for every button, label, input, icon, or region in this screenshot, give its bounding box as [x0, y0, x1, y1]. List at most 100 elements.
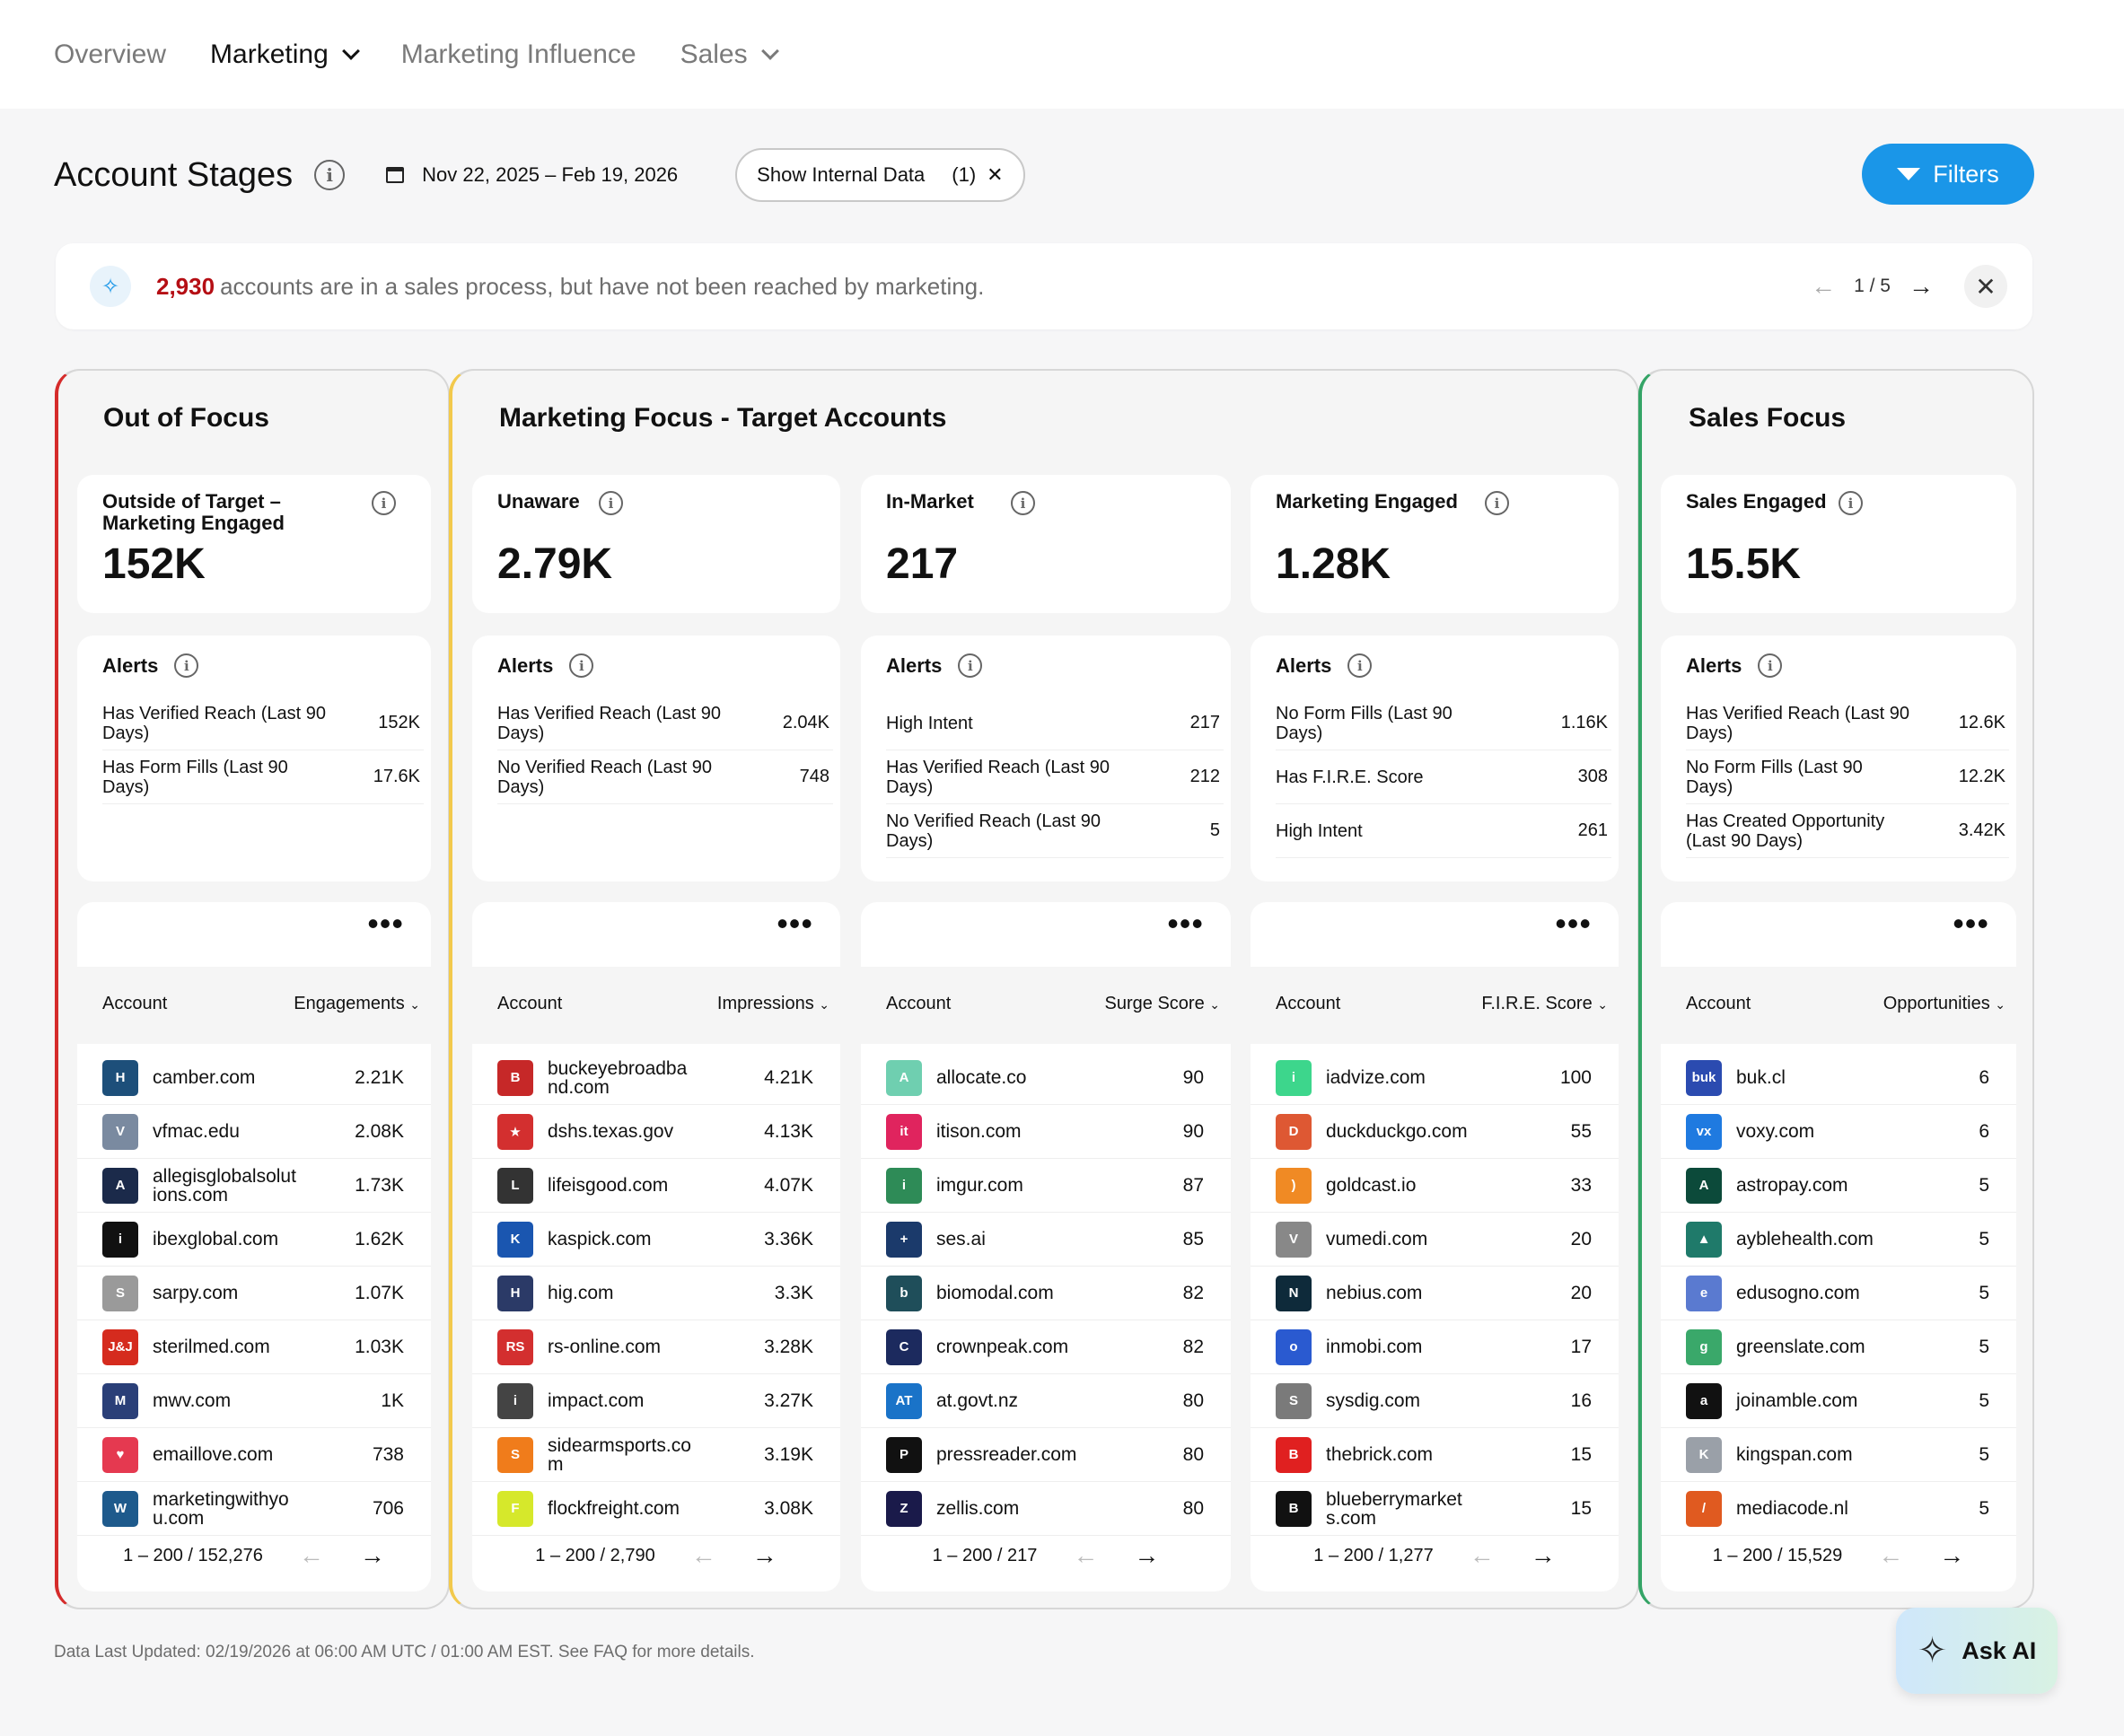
info-icon[interactable]: i [1758, 653, 1783, 678]
arrow-right-icon[interactable]: → [1909, 272, 1934, 300]
column-header-metric[interactable]: Impressions ⌄ [717, 994, 829, 1014]
table-row[interactable]: V vfmac.edu 2.08K [77, 1105, 431, 1159]
alert-row[interactable]: Has Verified Reach (Last 90 Days) 212 [886, 750, 1224, 804]
arrow-right-icon[interactable]: → [1939, 1541, 1965, 1569]
column-header-metric[interactable]: Opportunities ⌄ [1883, 994, 2006, 1014]
arrow-left-icon[interactable]: ← [1811, 272, 1837, 300]
info-icon[interactable]: i [174, 653, 199, 678]
account-name[interactable]: biomodal.com [936, 1283, 1054, 1303]
more-options-icon[interactable]: ••• [1555, 905, 1592, 942]
account-name[interactable]: kingspan.com [1736, 1444, 1853, 1465]
account-name[interactable]: emaillove.com [153, 1444, 274, 1465]
table-row[interactable]: it itison.com 90 [861, 1105, 1231, 1159]
account-name[interactable]: imgur.com [936, 1175, 1023, 1196]
info-icon[interactable]: i [1485, 491, 1509, 515]
metric-card[interactable]: In-Market i 217 [861, 475, 1231, 613]
account-name[interactable]: mediacode.nl [1736, 1498, 1848, 1519]
alert-row[interactable]: Has Verified Reach (Last 90 Days) 2.04K [497, 697, 833, 750]
table-row[interactable]: o inmobi.com 17 [1251, 1320, 1619, 1374]
account-name[interactable]: vfmac.edu [153, 1121, 240, 1142]
arrow-left-icon[interactable]: ← [1878, 1541, 1904, 1569]
account-name[interactable]: astropay.com [1736, 1175, 1848, 1196]
table-row[interactable]: buk buk.cl 6 [1661, 1051, 2016, 1105]
account-name[interactable]: buckeyebroadband.com [548, 1057, 688, 1098]
account-name[interactable]: ses.ai [936, 1229, 986, 1249]
table-row[interactable]: C crownpeak.com 82 [861, 1320, 1231, 1374]
account-name[interactable]: greenslate.com [1736, 1337, 1865, 1357]
account-name[interactable]: thebrick.com [1326, 1444, 1434, 1465]
account-name[interactable]: vumedi.com [1326, 1229, 1428, 1249]
account-name[interactable]: iadvize.com [1326, 1067, 1426, 1088]
table-row[interactable]: H camber.com 2.21K [77, 1051, 431, 1105]
account-name[interactable]: edusogno.com [1736, 1283, 1860, 1303]
arrow-left-icon[interactable]: ← [1073, 1541, 1099, 1569]
column-header-metric[interactable]: Surge Score ⌄ [1105, 994, 1220, 1014]
account-name[interactable]: pressreader.com [936, 1444, 1077, 1465]
table-row[interactable]: i ibexglobal.com 1.62K [77, 1213, 431, 1267]
account-name[interactable]: blueberrymarkets.com [1326, 1488, 1462, 1529]
tab-marketing-influence[interactable]: Marketing Influence [401, 39, 636, 70]
table-row[interactable]: AT at.govt.nz 80 [861, 1374, 1231, 1428]
table-row[interactable]: ▲ ayblehealth.com 5 [1661, 1213, 2016, 1267]
account-name[interactable]: inmobi.com [1326, 1337, 1423, 1357]
table-row[interactable]: B blueberrymarkets.com 15 [1251, 1482, 1619, 1536]
account-name[interactable]: allegisglobalsolutions.com [153, 1165, 296, 1206]
account-name[interactable]: sterilmed.com [153, 1337, 270, 1357]
tab-overview[interactable]: Overview [54, 39, 166, 70]
metric-card[interactable]: Unaware i 2.79K [472, 475, 840, 613]
account-name[interactable]: lifeisgood.com [548, 1175, 669, 1196]
table-row[interactable]: B buckeyebroadband.com 4.21K [472, 1051, 840, 1105]
arrow-left-icon[interactable]: ← [298, 1541, 324, 1569]
table-row[interactable]: L lifeisgood.com 4.07K [472, 1159, 840, 1213]
table-row[interactable]: A allegisglobalsolutions.com 1.73K [77, 1159, 431, 1213]
info-icon[interactable]: i [569, 653, 594, 678]
account-name[interactable]: goldcast.io [1326, 1175, 1417, 1196]
account-name[interactable]: at.govt.nz [936, 1390, 1019, 1411]
info-icon[interactable]: i [372, 491, 396, 515]
account-name[interactable]: voxy.com [1736, 1121, 1815, 1142]
more-options-icon[interactable]: ••• [777, 905, 813, 942]
arrow-right-icon[interactable]: → [751, 1541, 777, 1569]
table-row[interactable]: P pressreader.com 80 [861, 1428, 1231, 1482]
account-name[interactable]: allocate.co [936, 1067, 1027, 1088]
table-row[interactable]: i impact.com 3.27K [472, 1374, 840, 1428]
alert-row[interactable]: Has Verified Reach (Last 90 Days) 12.6K [1686, 697, 2009, 750]
table-row[interactable]: N nebius.com 20 [1251, 1267, 1619, 1320]
info-icon[interactable]: i [1011, 491, 1035, 515]
account-name[interactable]: itison.com [936, 1121, 1022, 1142]
info-icon[interactable]: i [958, 653, 983, 678]
info-icon[interactable]: i [1839, 491, 1863, 515]
date-range-picker[interactable]: Nov 22, 2025 – Feb 19, 2026 [386, 163, 678, 187]
account-name[interactable]: dshs.texas.gov [548, 1121, 674, 1142]
table-row[interactable]: J&J sterilmed.com 1.03K [77, 1320, 431, 1374]
account-name[interactable]: sysdig.com [1326, 1390, 1421, 1411]
tab-sales[interactable]: Sales [680, 39, 779, 70]
alert-row[interactable]: High Intent 217 [886, 697, 1224, 750]
metric-card[interactable]: Outside of Target – Marketing Engaged i … [77, 475, 431, 613]
ask-ai-button[interactable]: ✧ Ask AI [1896, 1608, 2058, 1694]
arrow-right-icon[interactable]: → [1530, 1541, 1556, 1569]
account-name[interactable]: joinamble.com [1736, 1390, 1858, 1411]
account-name[interactable]: sarpy.com [153, 1283, 239, 1303]
tab-marketing[interactable]: Marketing [210, 39, 360, 70]
table-row[interactable]: K kingspan.com 5 [1661, 1428, 2016, 1482]
info-icon[interactable]: i [599, 491, 623, 515]
table-row[interactable]: ) goldcast.io 33 [1251, 1159, 1619, 1213]
arrow-left-icon[interactable]: ← [690, 1541, 716, 1569]
table-row[interactable]: A allocate.co 90 [861, 1051, 1231, 1105]
alert-row[interactable]: Has Created Opportunity (Last 90 Days) 3… [1686, 804, 2009, 858]
metric-card[interactable]: Marketing Engaged i 1.28K [1251, 475, 1619, 613]
alert-row[interactable]: Has F.I.R.E. Score 308 [1276, 750, 1611, 804]
table-row[interactable]: H hig.com 3.3K [472, 1267, 840, 1320]
table-row[interactable]: Z zellis.com 80 [861, 1482, 1231, 1536]
metric-card[interactable]: Sales Engaged i 15.5K [1661, 475, 2016, 613]
table-row[interactable]: e edusogno.com 5 [1661, 1267, 2016, 1320]
account-name[interactable]: duckduckgo.com [1326, 1121, 1468, 1142]
account-name[interactable]: camber.com [153, 1067, 256, 1088]
table-row[interactable]: ♥ emaillove.com 738 [77, 1428, 431, 1482]
alert-row[interactable]: No Form Fills (Last 90 Days) 12.2K [1686, 750, 2009, 804]
account-name[interactable]: flockfreight.com [548, 1498, 680, 1519]
table-row[interactable]: ★ dshs.texas.gov 4.13K [472, 1105, 840, 1159]
account-name[interactable]: hig.com [548, 1283, 614, 1303]
table-row[interactable]: F flockfreight.com 3.08K [472, 1482, 840, 1536]
